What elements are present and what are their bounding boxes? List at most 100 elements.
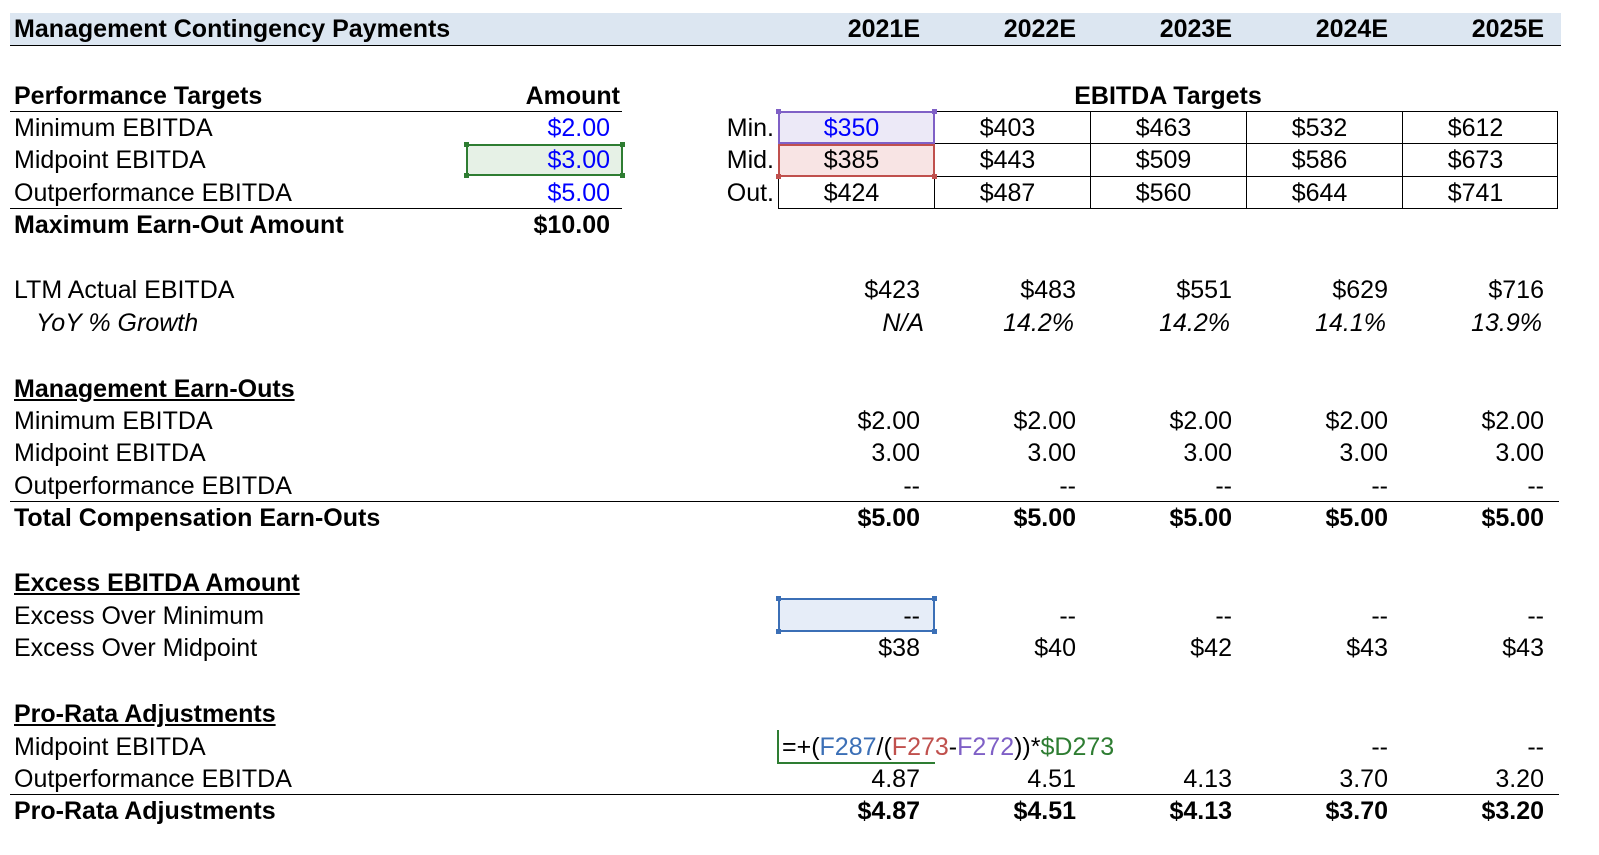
- excess-min-2021[interactable]: --: [903, 602, 920, 630]
- yoy-2025[interactable]: 13.9%: [1471, 309, 1542, 337]
- prorata-total-2021[interactable]: $4.87: [857, 797, 920, 825]
- ref-handle[interactable]: [932, 109, 937, 114]
- selected-cell-midpoint-amount[interactable]: [466, 144, 623, 176]
- excess-label-minimum: Excess Over Minimum: [14, 602, 265, 630]
- prorata-out-2024[interactable]: 3.70: [1339, 765, 1388, 793]
- earnout-min-2024[interactable]: $2.00: [1325, 407, 1388, 435]
- prorata-total-2023[interactable]: $4.13: [1169, 797, 1232, 825]
- ref-handle[interactable]: [776, 629, 781, 634]
- earnout-total-2025[interactable]: $5.00: [1481, 504, 1544, 532]
- target-mid-2023[interactable]: $509: [1135, 146, 1192, 174]
- target-mid-2022[interactable]: $443: [979, 146, 1036, 174]
- ltm-2025[interactable]: $716: [1488, 276, 1544, 304]
- excess-mid-2024[interactable]: $43: [1346, 634, 1388, 662]
- ref-handle[interactable]: [776, 174, 781, 179]
- target-out-2024[interactable]: $644: [1291, 179, 1348, 207]
- earnout-out-2022[interactable]: --: [1059, 472, 1076, 500]
- earnout-out-2024[interactable]: --: [1371, 472, 1388, 500]
- selection-handle[interactable]: [464, 142, 469, 147]
- target-out-2022[interactable]: $487: [979, 179, 1036, 207]
- excess-min-2023[interactable]: --: [1215, 602, 1232, 630]
- excess-mid-2025[interactable]: $43: [1502, 634, 1544, 662]
- earnout-total-2021[interactable]: $5.00: [857, 504, 920, 532]
- year-header-2025[interactable]: 2025E: [1471, 15, 1544, 43]
- target-min-2025[interactable]: $612: [1447, 114, 1504, 142]
- earnout-mid-2025[interactable]: 3.00: [1495, 439, 1544, 467]
- yoy-2023[interactable]: 14.2%: [1159, 309, 1230, 337]
- earnout-mid-2022[interactable]: 3.00: [1027, 439, 1076, 467]
- ref-handle[interactable]: [932, 629, 937, 634]
- earnout-total-2022[interactable]: $5.00: [1013, 504, 1076, 532]
- prorata-out-2021[interactable]: 4.87: [871, 765, 920, 793]
- edit-cell-left-border: [777, 730, 779, 763]
- ref-handle[interactable]: [776, 109, 781, 114]
- ref-highlight-mid-2021[interactable]: [778, 144, 935, 177]
- selection-handle[interactable]: [620, 142, 625, 147]
- max-earnout-value[interactable]: $10.00: [533, 211, 610, 239]
- prorata-out-2023[interactable]: 4.13: [1183, 765, 1232, 793]
- excess-mid-2023[interactable]: $42: [1190, 634, 1232, 662]
- prorata-out-2022[interactable]: 4.51: [1027, 765, 1076, 793]
- year-header-2022[interactable]: 2022E: [1003, 15, 1076, 43]
- ltm-2022[interactable]: $483: [1020, 276, 1076, 304]
- target-mid-2024[interactable]: $586: [1291, 146, 1348, 174]
- target-out-2023[interactable]: $560: [1135, 179, 1192, 207]
- target-out-2021[interactable]: $424: [823, 179, 880, 207]
- ltm-2023[interactable]: $551: [1176, 276, 1232, 304]
- earnout-mid-2021[interactable]: 3.00: [871, 439, 920, 467]
- excess-mid-2022[interactable]: $40: [1034, 634, 1076, 662]
- earnout-mid-2023[interactable]: 3.00: [1183, 439, 1232, 467]
- earnout-min-2023[interactable]: $2.00: [1169, 407, 1232, 435]
- excess-mid-2021[interactable]: $38: [878, 634, 920, 662]
- year-header-2024[interactable]: 2024E: [1315, 15, 1388, 43]
- selection-handle[interactable]: [620, 173, 625, 178]
- perf-amount-minimum[interactable]: $2.00: [547, 114, 610, 142]
- yoy-2024[interactable]: 14.1%: [1315, 309, 1386, 337]
- ref-handle[interactable]: [776, 596, 781, 601]
- perf-amount-outperformance[interactable]: $5.00: [547, 179, 610, 207]
- earnout-total-2024[interactable]: $5.00: [1325, 504, 1388, 532]
- prorata-mid-2024[interactable]: --: [1371, 733, 1388, 761]
- earnout-min-2021[interactable]: $2.00: [857, 407, 920, 435]
- target-out-2025[interactable]: $741: [1447, 179, 1504, 207]
- earnouts-title: Management Earn-Outs: [14, 375, 295, 403]
- target-min-2024[interactable]: $532: [1291, 114, 1348, 142]
- excess-min-2022[interactable]: --: [1059, 602, 1076, 630]
- yoy-2021[interactable]: N/A: [882, 309, 924, 337]
- earnout-out-2025[interactable]: --: [1527, 472, 1544, 500]
- ref-handle[interactable]: [932, 174, 937, 179]
- year-header-2023[interactable]: 2023E: [1159, 15, 1232, 43]
- ltm-label: LTM Actual EBITDA: [14, 276, 235, 304]
- formula-edit-cell[interactable]: =+(F287/(F273-F272))*$D273: [782, 733, 1114, 761]
- ltm-2024[interactable]: $629: [1332, 276, 1388, 304]
- prorata-out-2025[interactable]: 3.20: [1495, 765, 1544, 793]
- prorata-total-2025[interactable]: $3.20: [1481, 797, 1544, 825]
- earnout-min-2022[interactable]: $2.00: [1013, 407, 1076, 435]
- earnout-out-2023[interactable]: --: [1215, 472, 1232, 500]
- selection-handle[interactable]: [464, 173, 469, 178]
- earnout-min-2025[interactable]: $2.00: [1481, 407, 1544, 435]
- excess-title: Excess EBITDA Amount: [14, 569, 300, 597]
- prorata-mid-2025[interactable]: --: [1527, 733, 1544, 761]
- perf-amount-midpoint[interactable]: $3.00: [547, 146, 610, 174]
- target-min-2022[interactable]: $403: [979, 114, 1036, 142]
- yoy-growth-label: YoY % Growth: [36, 309, 199, 337]
- prorata-total-2024[interactable]: $3.70: [1325, 797, 1388, 825]
- earnout-total-2023[interactable]: $5.00: [1169, 504, 1232, 532]
- earnout-mid-2024[interactable]: 3.00: [1339, 439, 1388, 467]
- excess-min-2025[interactable]: --: [1527, 602, 1544, 630]
- prorata-total-label: Pro-Rata Adjustments: [14, 797, 276, 825]
- ref-highlight-min-2021[interactable]: [778, 111, 935, 144]
- excess-min-2024[interactable]: --: [1371, 602, 1388, 630]
- target-mid-2025[interactable]: $673: [1447, 146, 1504, 174]
- ref-handle[interactable]: [932, 596, 937, 601]
- ltm-2021[interactable]: $423: [864, 276, 920, 304]
- prorata-total-2022[interactable]: $4.51: [1013, 797, 1076, 825]
- earnout-out-2021[interactable]: --: [903, 472, 920, 500]
- year-header-2021[interactable]: 2021E: [847, 15, 920, 43]
- target-min-2021[interactable]: $350: [823, 114, 880, 142]
- ref-highlight-excess-min-2021[interactable]: [778, 598, 935, 632]
- target-min-2023[interactable]: $463: [1135, 114, 1192, 142]
- target-mid-2021[interactable]: $385: [823, 146, 880, 174]
- yoy-2022[interactable]: 14.2%: [1003, 309, 1074, 337]
